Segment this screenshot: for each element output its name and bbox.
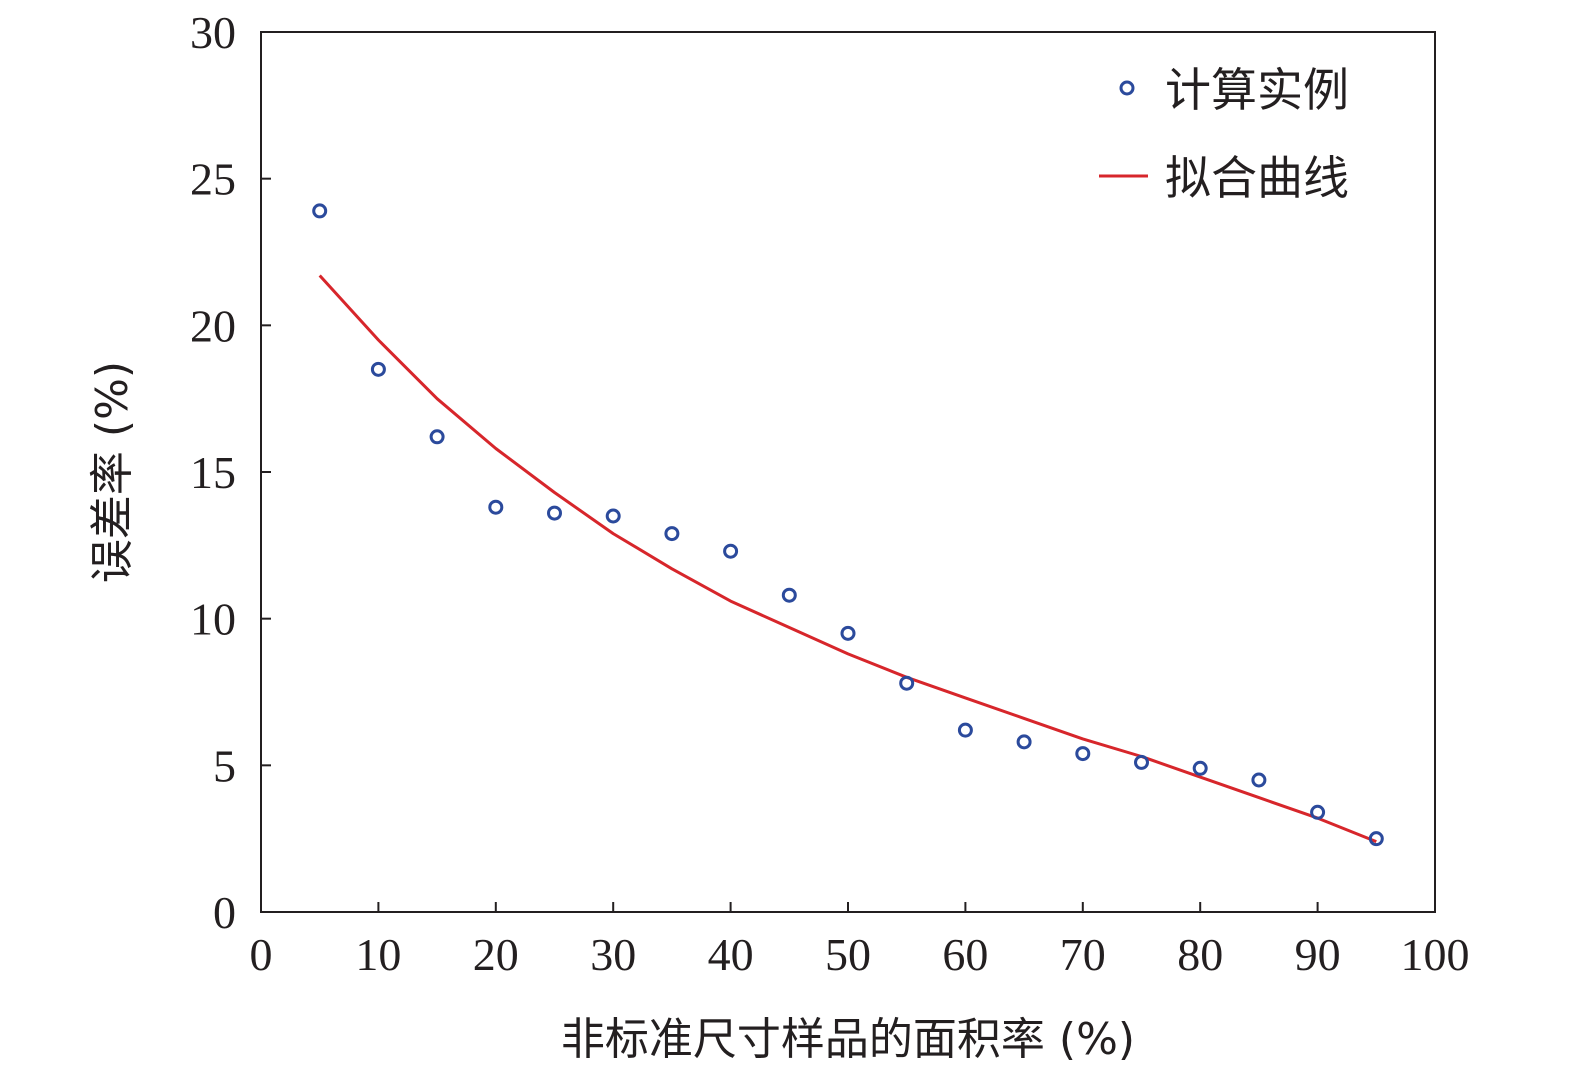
- data-point: [605, 508, 621, 524]
- data-point: [429, 429, 445, 445]
- legend-marker-scatter: [1119, 80, 1135, 96]
- x-tick-label: 20: [473, 929, 519, 980]
- data-point: [488, 499, 504, 515]
- x-tick-label: 60: [942, 929, 988, 980]
- data-point: [1310, 804, 1326, 820]
- x-tick-label: 90: [1295, 929, 1341, 980]
- x-axis-ticks: 0 10 20 30 40 50 60 70 80 90 100: [250, 902, 1470, 980]
- fit-curve: [318, 274, 1377, 843]
- y-tick-label: 25: [190, 154, 236, 205]
- data-point: [1075, 746, 1091, 762]
- x-axis-title: 非标准尺寸样品的面积率 (%): [561, 1014, 1135, 1065]
- data-point: [781, 587, 797, 603]
- y-tick-label: 0: [213, 887, 236, 938]
- data-point: [547, 505, 562, 521]
- y-tick-label: 15: [190, 447, 236, 498]
- x-tick-label: 70: [1060, 929, 1106, 980]
- y-tick-label: 5: [213, 740, 236, 791]
- data-point: [1192, 760, 1208, 776]
- x-tick-label: 100: [1401, 929, 1470, 980]
- data-point: [957, 722, 973, 738]
- data-point: [312, 203, 328, 219]
- x-tick-label: 40: [708, 929, 754, 980]
- x-tick-label: 10: [355, 929, 401, 980]
- y-tick-label: 30: [190, 7, 236, 58]
- legend-label-line: 拟合曲线: [1165, 151, 1349, 205]
- x-tick-label: 80: [1177, 929, 1223, 980]
- legend-label-scatter: 计算实例: [1165, 63, 1349, 117]
- series-layer: [312, 203, 1384, 847]
- legend: 计算实例 拟合曲线: [1099, 63, 1349, 205]
- data-point: [1016, 734, 1032, 750]
- data-point: [723, 543, 739, 559]
- y-tick-label: 10: [190, 594, 236, 645]
- y-tick-label: 20: [190, 300, 236, 351]
- data-point: [1368, 831, 1384, 847]
- data-point: [370, 361, 386, 377]
- y-axis-title: 误差率 (%): [87, 361, 138, 583]
- data-point: [1251, 772, 1267, 788]
- x-tick-label: 0: [250, 929, 273, 980]
- data-point: [899, 675, 915, 691]
- y-axis-ticks: 0 5 10 15 20 25 30: [190, 7, 271, 938]
- data-point: [1134, 754, 1149, 770]
- data-point: [840, 625, 856, 641]
- x-tick-label: 50: [825, 929, 871, 980]
- data-point: [664, 526, 680, 542]
- x-tick-label: 30: [590, 929, 636, 980]
